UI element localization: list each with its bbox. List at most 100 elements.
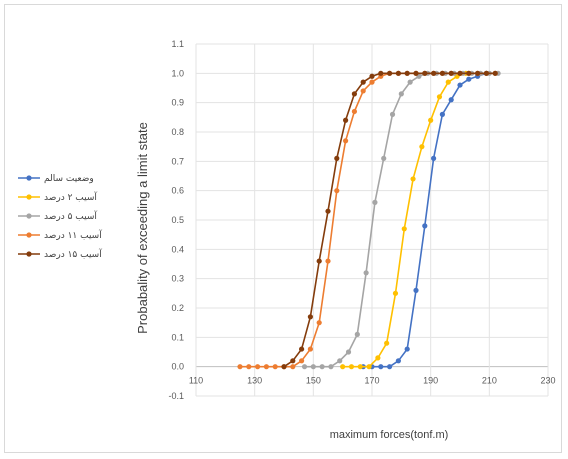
- data-point: [316, 320, 322, 326]
- legend-item: آسیب ۱۱ درصد: [18, 229, 102, 241]
- legend-item: آسیب ۱۵ درصد: [18, 248, 102, 260]
- data-point: [387, 70, 393, 76]
- series-5: [281, 70, 498, 370]
- series-1: [360, 70, 489, 370]
- data-point: [263, 364, 269, 370]
- data-point: [319, 364, 325, 370]
- data-point: [340, 364, 346, 370]
- data-point: [290, 364, 296, 370]
- data-point: [325, 258, 331, 264]
- data-point: [398, 91, 404, 97]
- y-tick-label: 1.0: [171, 68, 184, 78]
- x-tick-label: 130: [247, 376, 262, 386]
- data-point: [436, 94, 443, 100]
- legend: وضعیت سالم آسیب ۲ درصد آسیب ۵ درصد آسیب ۱۱ …: [18, 174, 102, 260]
- data-point: [392, 290, 399, 296]
- legend-item: وضعیت سالم: [18, 174, 94, 184]
- y-tick-label: 0.6: [171, 186, 184, 196]
- data-point: [378, 70, 384, 76]
- data-point: [395, 358, 401, 364]
- y-tick-label: 0.9: [171, 98, 184, 108]
- data-point: [334, 188, 340, 194]
- data-point: [343, 138, 349, 144]
- y-tick-label: 0.1: [171, 332, 184, 342]
- data-point: [378, 364, 384, 370]
- y-tick-label: 0.2: [171, 303, 184, 313]
- data-point: [439, 111, 445, 117]
- data-point: [363, 270, 369, 276]
- x-axis-title: maximum forces(tonf.m): [330, 429, 449, 441]
- data-point: [354, 331, 360, 337]
- data-point: [325, 208, 331, 214]
- data-point: [419, 144, 425, 150]
- y-tick-label: 1.1: [171, 39, 184, 49]
- data-point: [448, 70, 454, 76]
- data-point: [328, 364, 334, 370]
- legend-marker: [26, 251, 32, 257]
- legend-marker: [26, 194, 32, 200]
- y-tick-label: 0.7: [171, 156, 184, 166]
- series-2: [340, 70, 469, 370]
- data-point: [492, 70, 498, 76]
- x-tick-label: 230: [540, 376, 555, 386]
- series: [237, 70, 501, 370]
- legend-label: وضعیت سالم: [44, 174, 94, 184]
- data-point: [343, 117, 349, 123]
- data-point: [431, 155, 437, 161]
- data-point: [422, 70, 428, 76]
- legend-label: آسیب ۲ درصد: [44, 191, 97, 203]
- data-point: [457, 70, 463, 76]
- data-point: [345, 349, 352, 355]
- data-point: [466, 76, 472, 82]
- legend-label: آسیب ۱۵ درصد: [44, 248, 102, 260]
- legend-label: آسیب ۵ درصد: [44, 210, 97, 222]
- y-tick-label: -0.1: [168, 391, 184, 401]
- data-point: [428, 117, 434, 123]
- data-point: [413, 287, 419, 293]
- data-point: [334, 155, 340, 161]
- x-tick-label: 190: [423, 376, 438, 386]
- legend-marker: [26, 175, 32, 181]
- legend-item: آسیب ۵ درصد: [18, 210, 97, 222]
- data-point: [246, 364, 252, 370]
- data-point: [401, 226, 407, 232]
- data-point: [310, 364, 316, 370]
- data-point: [360, 79, 366, 85]
- data-point: [307, 314, 313, 320]
- data-point: [255, 364, 261, 370]
- data-point: [395, 70, 401, 76]
- data-point: [316, 258, 322, 264]
- legend-marker: [26, 213, 32, 219]
- data-point: [272, 364, 278, 370]
- data-point: [360, 88, 366, 94]
- data-point: [457, 82, 463, 88]
- data-point: [381, 155, 387, 161]
- data-point: [404, 70, 410, 76]
- data-point: [483, 70, 489, 76]
- data-point: [410, 176, 416, 182]
- axis-ticks: -0.1 0.0 0.1 0.2 0.3 0.4 0.5 0.6 0.7 0.8 0.9 1.0 1.1…: [168, 39, 555, 401]
- data-point: [445, 79, 451, 85]
- data-point: [475, 70, 481, 76]
- data-point: [237, 364, 243, 370]
- legend-item: آسیب ۲ درصد: [18, 191, 97, 203]
- data-point: [299, 358, 305, 364]
- data-point: [301, 364, 308, 370]
- data-point: [372, 199, 378, 205]
- data-point: [369, 79, 375, 85]
- x-tick-label: 110: [189, 376, 203, 386]
- data-point: [448, 97, 454, 103]
- y-tick-label: 0.3: [171, 274, 184, 284]
- data-point: [348, 364, 355, 370]
- data-point: [439, 70, 445, 76]
- data-point: [466, 70, 472, 76]
- y-axis-title: Probabality of exceeding a limit state: [135, 122, 150, 334]
- data-point: [375, 355, 381, 361]
- data-point: [387, 364, 393, 370]
- data-point: [290, 358, 296, 364]
- data-point: [337, 358, 343, 364]
- data-point: [404, 346, 410, 352]
- legend-label: آسیب ۱۱ درصد: [44, 229, 102, 241]
- data-point: [431, 70, 437, 76]
